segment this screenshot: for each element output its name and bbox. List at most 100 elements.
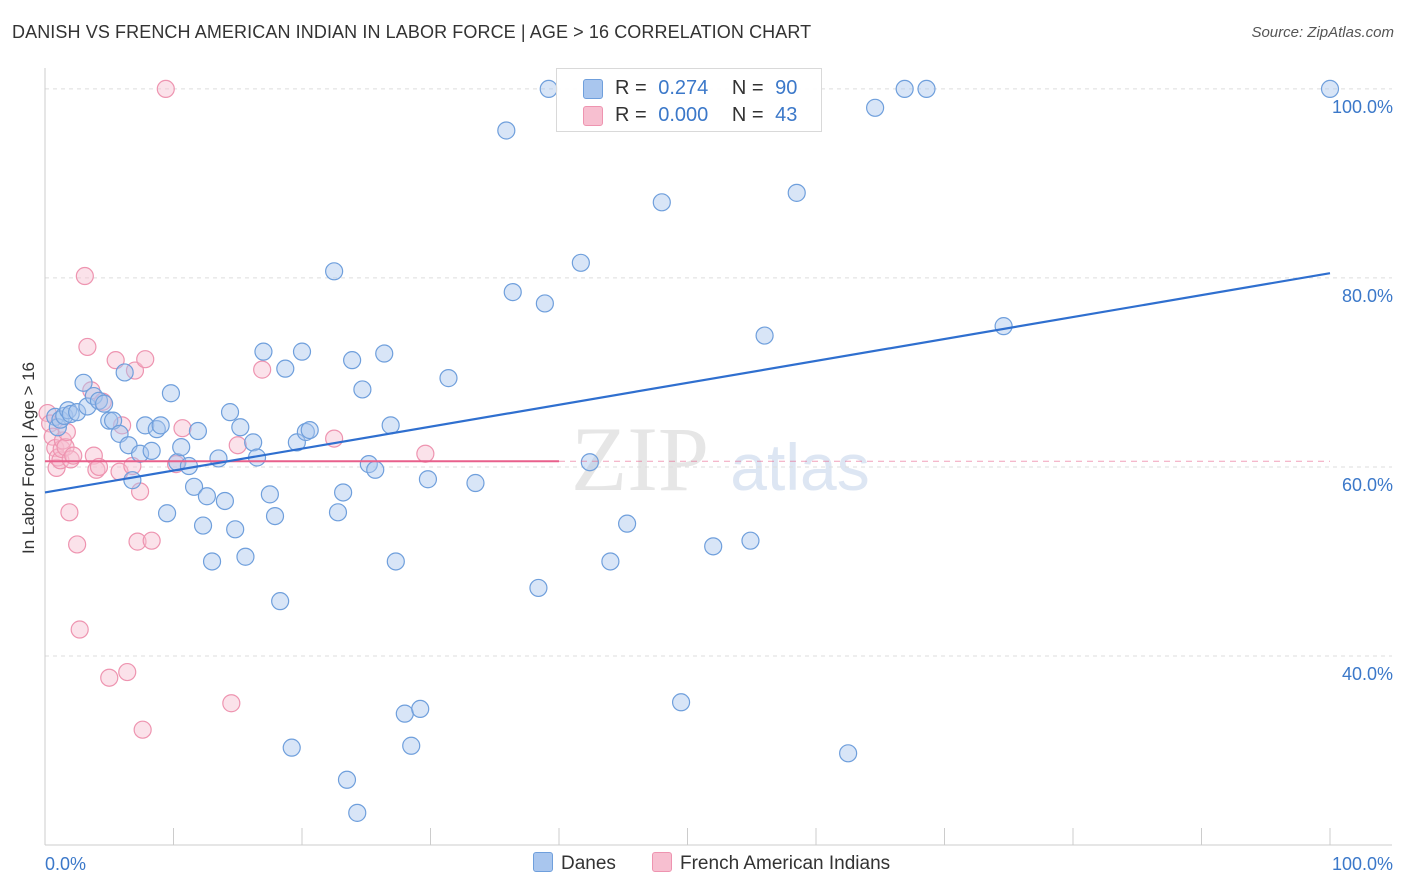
french-point [128,532,147,551]
bottom-legend-french: French American Indians [652,852,890,875]
french-point [64,446,83,465]
bottom-legend-label-danes: Danes [561,853,616,874]
bottom-legend-swatch-french [652,852,672,872]
french-point [253,360,272,379]
legend-r-label: R = [615,77,647,99]
axes [44,68,1392,846]
danes-point [157,504,177,523]
danes-point [142,441,161,460]
danes-point [529,578,548,598]
danes-point [184,477,204,496]
danes-point [328,503,348,522]
legend-swatch-french [583,106,603,126]
french-point [60,503,79,522]
french-point [106,351,125,370]
danes-points [46,79,1340,822]
grid-lines [45,88,1392,657]
danes-point [839,744,858,763]
danes-point [236,547,255,566]
chart-title: DANISH VS FRENCH AMERICAN INDIAN IN LABO… [12,22,812,42]
danes-point [671,693,691,712]
danes-point [188,421,208,441]
danes-point [418,470,438,489]
danes-point [917,79,936,99]
danes-point [580,453,599,472]
danes-point [539,79,558,99]
danes-point [439,369,458,388]
danes-point [618,514,637,533]
french-point [68,535,87,554]
bottom-legend-danes: Danes [533,852,616,875]
legend: R = 0.274 N = 90 R = 0.000 N = 43 [556,68,822,132]
danes-point [353,380,372,399]
danes-point [395,704,414,723]
danes-point [220,403,240,422]
danes-point [276,359,295,378]
danes-point [89,391,109,410]
danes-point [61,404,80,424]
danes-point [571,253,590,272]
trend-lines [44,272,1331,494]
french-point [156,79,175,99]
french-point [133,720,152,739]
legend-r-value: 0.000 [658,104,709,126]
danes-point [254,342,273,361]
legend-n-value: 43 [775,104,798,126]
watermark-zip: ZIP [571,408,709,510]
danes-point [1320,79,1340,99]
danes-point [895,79,914,99]
danes-point [325,262,344,281]
danes-point [265,506,285,526]
danes-point [866,98,885,117]
danes-point [202,552,222,571]
danes-point [787,183,806,202]
chart-source: Source: ZipAtlas.com [1251,24,1394,41]
danes-point [151,416,170,435]
danes-point [755,326,774,345]
danes-point [300,420,319,440]
danes-point [292,342,312,361]
danes-point [215,491,234,511]
danes-point [704,537,723,556]
danes-point [497,121,516,140]
french-point [84,446,103,465]
danes-point [411,699,430,719]
danes-point [100,411,119,430]
french-point [78,337,97,357]
french-american-indians-points [38,79,435,739]
french-point [173,419,192,438]
danes-point [193,516,213,535]
danes-trend-line [44,272,1331,494]
danes-point [366,460,385,479]
danes-point [197,487,217,506]
y-tick-label: 100.0% [1332,97,1393,117]
x-tick-label: 100.0% [1332,854,1393,874]
french-point [142,531,161,550]
french-point [228,436,247,455]
french-point [89,457,109,477]
french-point [100,668,119,687]
danes-point [123,471,142,490]
danes-point [994,317,1013,336]
legend-n-label: N = [731,77,764,99]
danes-point [287,433,306,452]
legend-n-label: N = [731,104,764,126]
danes-point [535,294,554,313]
bottom-legend-label-french: French American Indians [680,853,891,874]
danes-point [244,433,263,452]
french-point [222,694,241,713]
y-tick-label: 60.0% [1342,475,1393,495]
danes-point [161,384,181,403]
danes-point [282,738,301,757]
danes-point [343,351,362,370]
danes-point [334,483,353,502]
legend-r-value: 0.274 [658,77,709,99]
danes-point [601,552,620,571]
danes-point [271,592,290,611]
danes-point [95,394,114,413]
danes-point [386,552,405,571]
french-point [118,662,137,682]
danes-point [136,416,155,435]
french-point [136,350,155,369]
